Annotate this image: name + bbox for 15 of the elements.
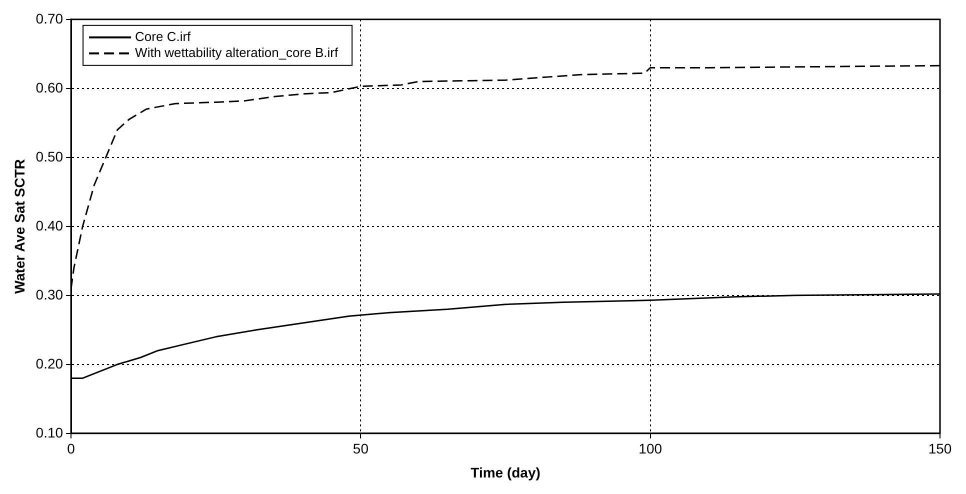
- x-axis-title: Time (day): [470, 464, 540, 480]
- legend-label: With wettability alteration_core B.irf: [135, 44, 338, 60]
- y-tick-label: 0.60: [36, 79, 64, 96]
- x-tick-label: 150: [928, 440, 952, 457]
- y-tick-label: 0.20: [36, 355, 64, 372]
- x-tick-label: 100: [638, 440, 662, 457]
- y-tick-label: 0.10: [36, 424, 64, 440]
- legend-label: Core C.irf: [135, 28, 192, 44]
- y-tick-label: 0.70: [36, 10, 64, 26]
- x-tick-label: 0: [67, 440, 76, 457]
- y-tick-label: 0.50: [36, 148, 64, 164]
- x-tick-label: 50: [352, 440, 369, 457]
- y-tick-label: 0.40: [36, 217, 64, 234]
- y-tick-label: 0.30: [36, 286, 64, 302]
- y-axis-title: Water Ave Sat SCTR: [11, 159, 28, 294]
